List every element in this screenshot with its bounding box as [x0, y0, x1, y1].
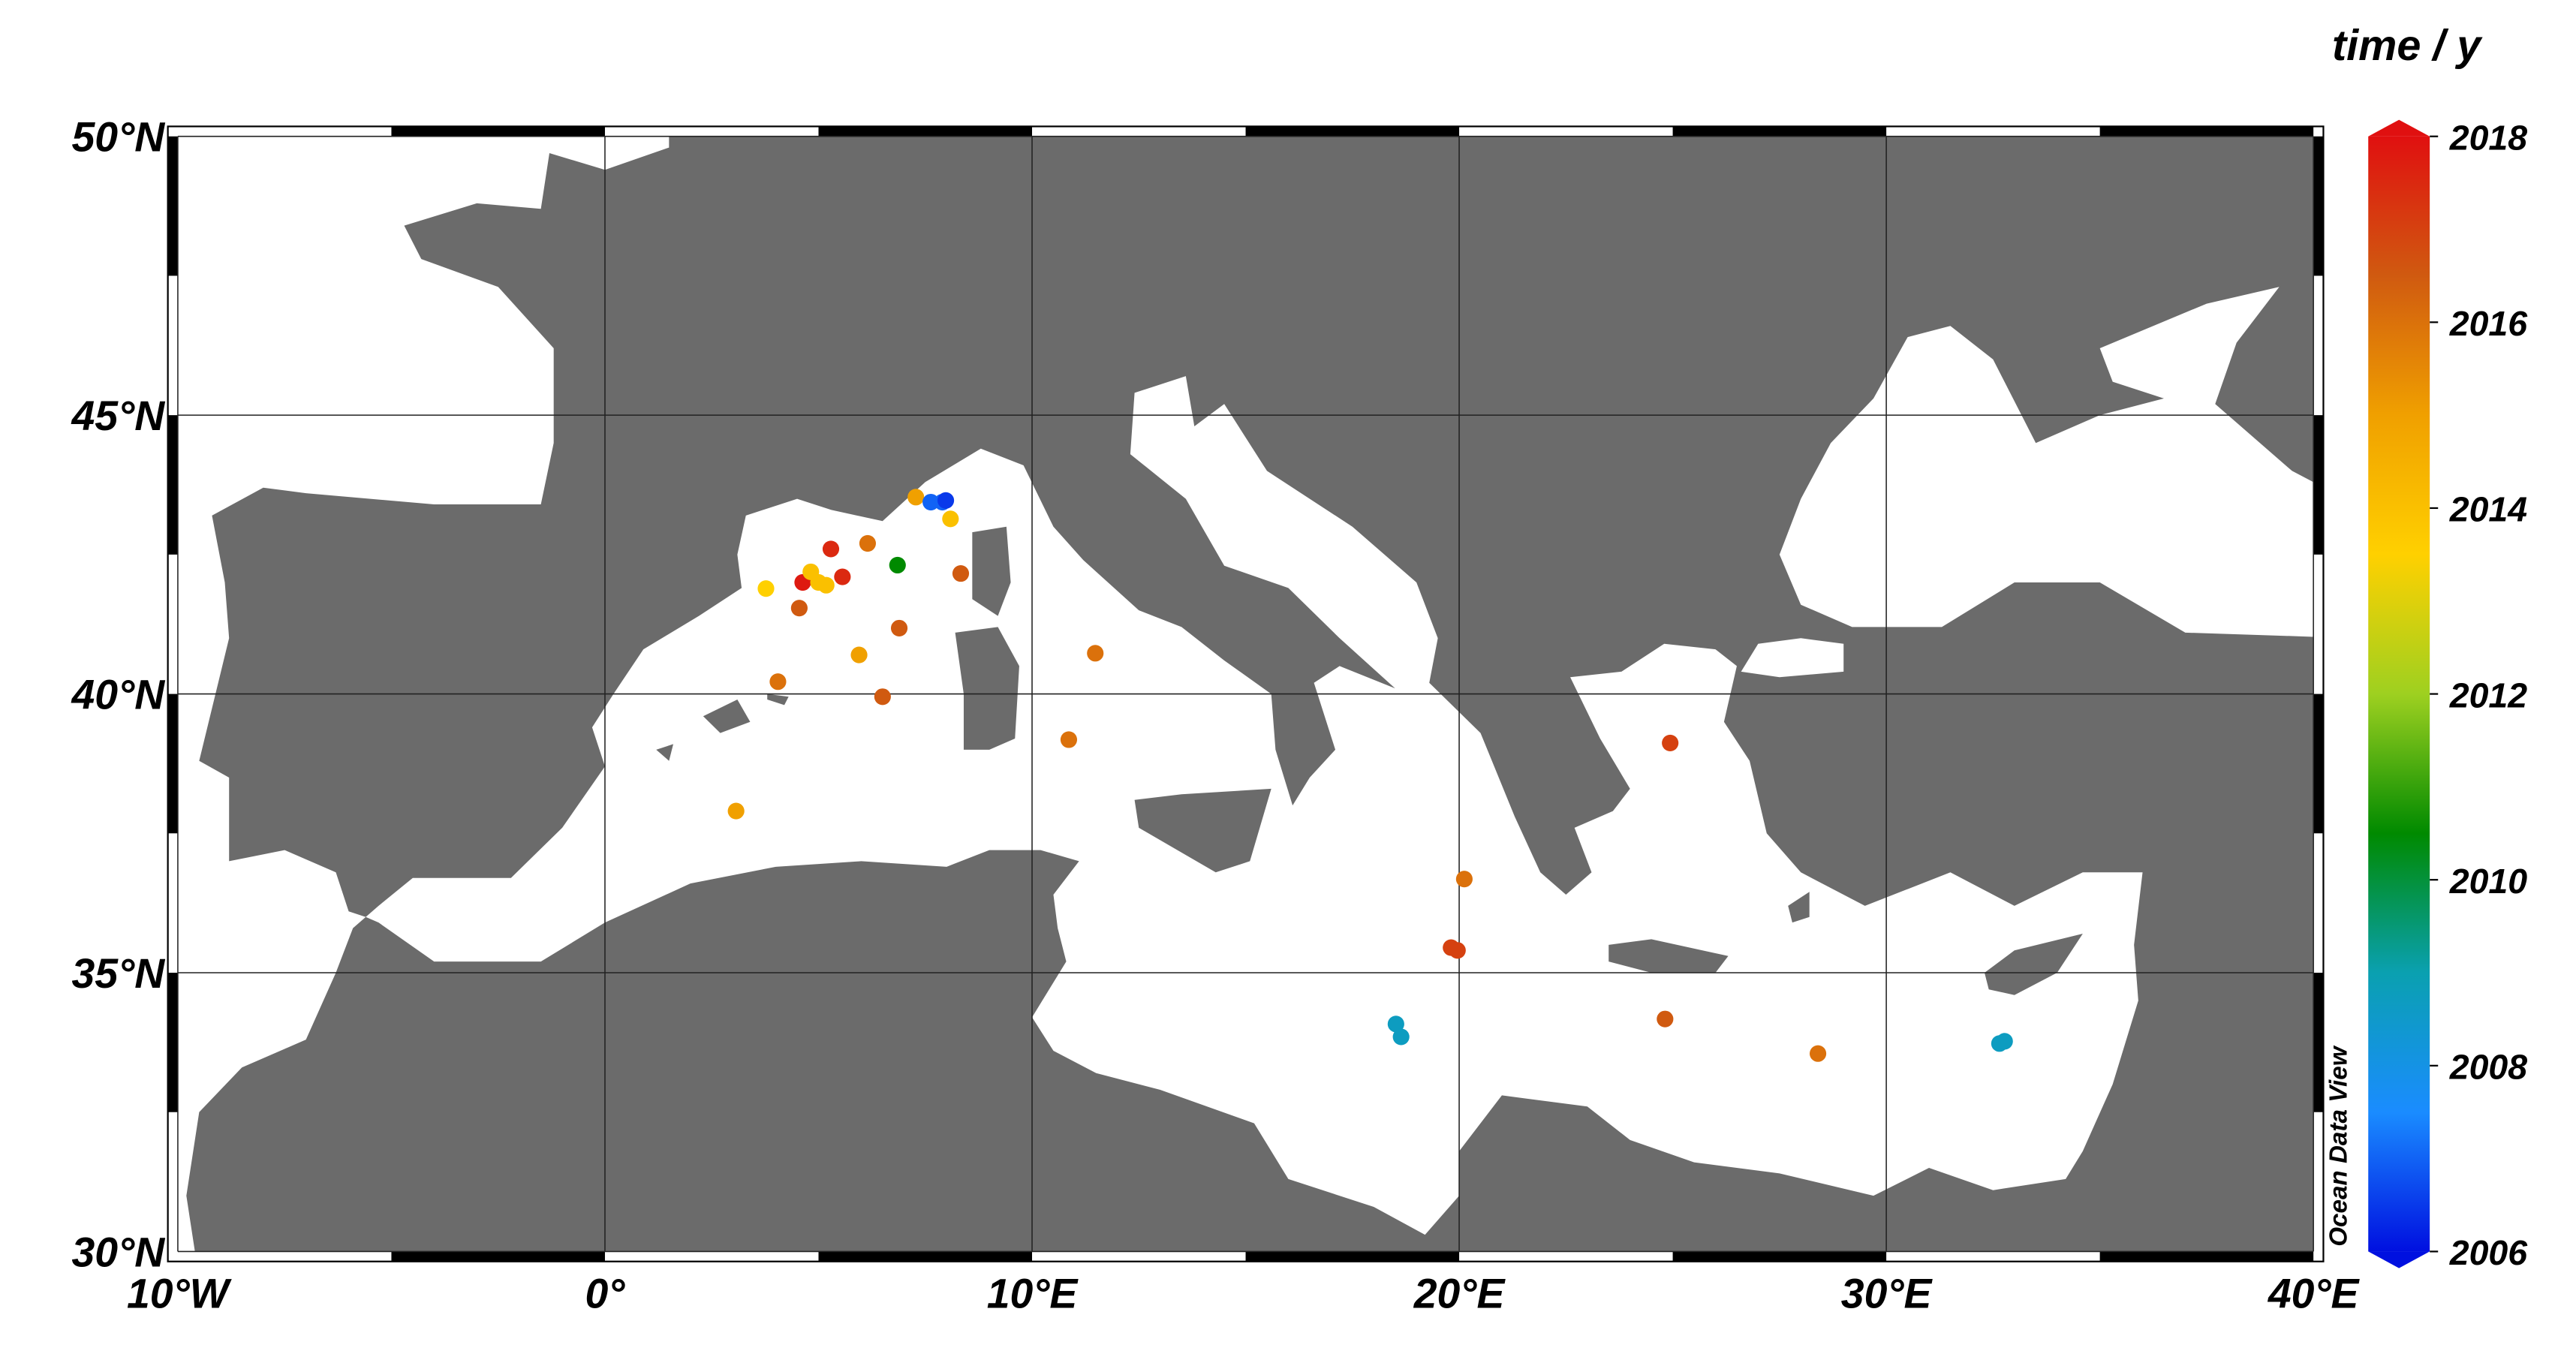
frame-segment: [1245, 1251, 1460, 1262]
station-point: [1060, 731, 1078, 748]
station-point: [907, 489, 925, 506]
station-point: [769, 673, 787, 691]
colorbar-tick-label: 2016: [2449, 304, 2529, 343]
x-tick-label: 30°E: [1841, 1271, 1934, 1317]
station-point: [889, 556, 906, 574]
station-point: [874, 688, 891, 706]
frame-segment: [1672, 126, 1887, 137]
frame-segment: [1245, 126, 1460, 137]
station-point: [952, 565, 970, 582]
station-point: [817, 576, 835, 594]
axis-labels: 10°W 0° 10°E 20°E 30°E 40°E 30°N 35°N 40°N 45°N 50…: [71, 114, 2361, 1317]
y-tick-label: 40°N: [71, 671, 166, 718]
frame-segment: [2099, 126, 2314, 137]
station-point: [1449, 942, 1466, 959]
colorbar-tick-label: 2012: [2449, 676, 2528, 715]
black-sea: [1779, 287, 2314, 637]
y-tick-label: 45°N: [71, 393, 166, 439]
mallorca: [703, 699, 751, 733]
sicily: [1134, 788, 1271, 873]
frame-segment: [2313, 973, 2324, 1112]
y-tick-label: 35°N: [72, 950, 166, 997]
rhodes: [1788, 892, 1810, 923]
x-tick-label: 10°E: [987, 1271, 1079, 1317]
station-point: [1657, 1010, 1674, 1028]
colorbar-max-arrow: [2368, 119, 2430, 137]
grid: [177, 135, 2314, 1253]
watermark: Ocean Data View: [2325, 1045, 2352, 1247]
ibiza: [656, 744, 674, 761]
frame-segment: [1672, 1251, 1887, 1262]
y-tick-label: 30°N: [72, 1229, 166, 1275]
frame-segment: [2313, 694, 2324, 834]
frame-segment: [167, 973, 178, 1112]
station-point: [890, 619, 908, 636]
station-point: [922, 493, 940, 511]
station-point: [790, 600, 808, 617]
station-point: [1455, 871, 1473, 888]
x-tick-label: 10°W: [127, 1271, 233, 1317]
corsica: [972, 526, 1011, 616]
frame-segment: [391, 1251, 605, 1262]
station-point: [1387, 1016, 1404, 1033]
y-tick-label: 50°N: [72, 114, 166, 161]
station-point: [822, 540, 840, 558]
station-point: [850, 646, 868, 663]
colorbar-min-arrow: [2368, 1251, 2430, 1268]
sardinia: [955, 627, 1019, 750]
station-point: [1996, 1033, 2013, 1050]
frame-segment: [167, 415, 178, 555]
colorbar-tick-label: 2008: [2449, 1048, 2528, 1087]
colorbar-tick-label: 2014: [2449, 490, 2528, 529]
frame-segment: [2313, 415, 2324, 555]
stations: [727, 489, 2013, 1062]
frame-segment: [391, 126, 605, 137]
frame-segment: [818, 126, 1033, 137]
station-point: [727, 802, 745, 820]
frame-segment: [167, 136, 178, 276]
station-point: [1392, 1028, 1410, 1046]
station-point: [834, 568, 851, 585]
colorbar-tick-label: 2006: [2449, 1233, 2529, 1272]
colorbar-tick-label: 2010: [2449, 862, 2528, 901]
station-point: [859, 534, 877, 552]
colorbar: 2006 2008 2010 2012 2014 2016 2018: [2368, 118, 2528, 1272]
station-point: [757, 580, 775, 597]
station-point: [937, 492, 955, 509]
frame-segment: [167, 694, 178, 834]
sea-of-marmara: [1741, 638, 1844, 678]
colorbar-tick-label: 2018: [2449, 118, 2528, 157]
islands: [656, 526, 2083, 995]
x-tick-label: 20°E: [1413, 1271, 1506, 1317]
colorbar-body: [2368, 136, 2430, 1252]
menorca: [767, 694, 789, 706]
frame-segment: [2099, 1251, 2314, 1262]
station-point: [942, 510, 959, 528]
x-tick-label: 40°E: [2268, 1271, 2361, 1317]
cyprus: [1984, 934, 2083, 995]
station-point: [1662, 734, 1679, 752]
frame-segment: [818, 1251, 1033, 1262]
colorbar-title: time / y: [2332, 22, 2483, 70]
frame-segment: [2313, 136, 2324, 276]
station-point: [1809, 1045, 1827, 1062]
x-tick-label: 0°: [585, 1271, 626, 1317]
crete: [1608, 939, 1729, 973]
station-point: [1087, 645, 1104, 662]
